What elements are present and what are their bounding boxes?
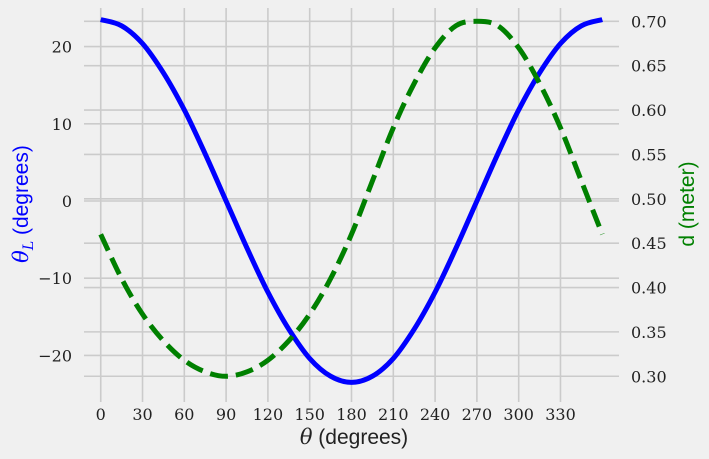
right-y-tick-label: 0.60 <box>631 101 667 120</box>
right-y-tick-label: 0.50 <box>631 190 667 209</box>
right-y-tick-label: 0.65 <box>631 57 667 76</box>
x-axis-label-text: (degrees) <box>312 426 408 449</box>
x-tick-label: 180 <box>336 405 367 424</box>
x-tick-label: 240 <box>420 405 451 424</box>
left-y-axis-label-subscript: L <box>21 241 37 251</box>
x-tick-label: 330 <box>545 405 576 424</box>
x-tick-label: 120 <box>253 405 284 424</box>
right-y-tick-label: 0.45 <box>631 234 667 253</box>
right-y-tick-label: 0.55 <box>631 145 667 164</box>
x-tick-label: 300 <box>503 405 534 424</box>
right-y-tick-label: 0.35 <box>631 323 667 342</box>
grid <box>84 8 619 402</box>
right-y-tick-label: 0.40 <box>631 279 667 298</box>
left-y-tick-label: 0 <box>62 192 72 211</box>
left-y-tick-label: −20 <box>38 346 72 365</box>
x-tick-label: 150 <box>294 405 325 424</box>
series-lines <box>98 17 605 385</box>
x-tick-label: 270 <box>462 405 493 424</box>
x-tick-label: 0 <box>96 405 106 424</box>
left-y-axis-label-symbol: θ <box>9 250 33 263</box>
left-y-axis-label-text: (degrees) <box>10 145 33 241</box>
tick-labels: 0 30 60 90 120 150 180 210 240 270 300 330 −20 −10 0 10… <box>38 12 666 424</box>
right-y-tick-label: 0.30 <box>631 367 667 386</box>
x-tick-label: 30 <box>132 405 152 424</box>
x-axis-label-symbol: θ <box>300 425 313 449</box>
right-y-axis-label: d (meter) <box>676 161 699 246</box>
right-y-tick-label: 0.70 <box>631 12 667 31</box>
left-y-tick-label: 20 <box>52 38 72 57</box>
x-axis-label: θ (degrees) <box>300 425 408 449</box>
x-tick-label: 210 <box>378 405 409 424</box>
left-y-tick-label: −10 <box>38 269 72 288</box>
x-tick-label: 60 <box>174 405 194 424</box>
x-tick-label: 90 <box>216 405 236 424</box>
left-y-tick-label: 10 <box>52 115 72 134</box>
left-y-axis-label: θL (degrees) <box>9 145 37 263</box>
distance-series-line <box>98 18 605 379</box>
angle-series-line <box>100 17 603 385</box>
